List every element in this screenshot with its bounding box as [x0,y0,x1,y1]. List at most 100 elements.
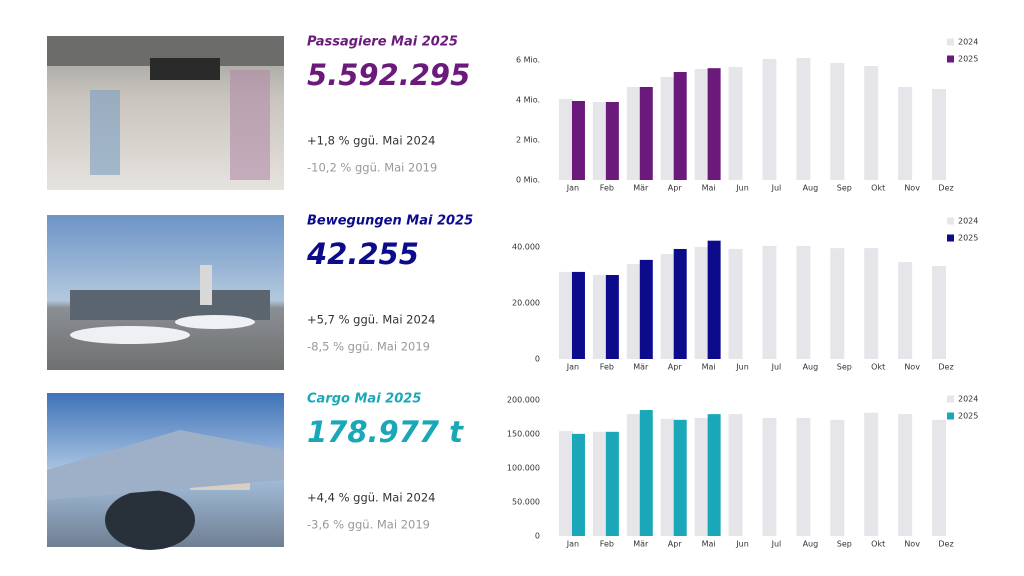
y-tick-label: 4 Mio. [516,96,540,105]
y-tick-label: 6 Mio. [516,56,540,65]
comparison: +5,7 % ggü. Mai 2024 [307,313,435,327]
x-tick-label: Aug [803,363,819,372]
bar [639,87,653,180]
x-tick-label: Jan [566,363,579,372]
x-tick-label: Feb [600,184,614,193]
legend-swatch [947,395,954,403]
x-tick-label: Dez [938,363,953,372]
panel-title: Passagiere Mai 2025 [307,35,458,50]
photo-cargo [47,393,284,550]
x-tick-label: Mär [633,184,649,193]
bar [639,259,653,359]
bar [558,271,573,359]
x-tick-label: Okt [871,363,885,372]
legend-label: 2024 [958,395,978,404]
legend-swatch [947,234,954,242]
bar [932,89,947,180]
bar [830,248,845,359]
x-tick-label: Jun [735,540,749,549]
bar [626,414,641,536]
x-tick-label: Jun [735,184,749,193]
bar [796,58,811,180]
bar [571,271,585,359]
bar [639,410,653,536]
x-tick-label: Mai [702,363,716,372]
x-tick-label: Apr [668,540,683,549]
bar [673,248,687,359]
bar [694,247,709,359]
legend-label: 2024 [958,38,978,47]
bar [796,245,811,359]
x-tick-label: Sep [837,184,852,193]
y-tick-label: 20.000 [512,299,540,308]
x-tick-label: Sep [837,363,852,372]
bar [660,418,675,536]
bar [707,240,721,359]
x-tick-label: Feb [600,540,614,549]
bar [673,72,687,180]
x-tick-label: Apr [668,363,683,372]
bar [864,66,879,180]
x-tick-label: Jun [735,363,749,372]
bar [898,262,913,359]
bar [762,417,777,536]
bar [707,68,721,180]
bar [660,77,675,180]
x-tick-label: Jul [771,540,782,549]
bar [898,414,913,536]
y-tick-label: 2 Mio. [516,136,540,145]
comparison: +1,8 % ggü. Mai 2024 [307,134,435,148]
x-tick-label: Mai [702,540,716,549]
bar [762,59,777,180]
x-tick-label: Okt [871,184,885,193]
panel-title: Cargo Mai 2025 [307,392,421,407]
x-tick-label: Jan [566,540,579,549]
bar [728,67,743,180]
bar [605,275,619,359]
photo-aircraft [47,215,284,370]
bar [592,275,607,359]
x-tick-label: Aug [803,184,819,193]
bar [605,102,619,180]
y-tick-label: 200.000 [507,395,540,404]
bar [864,412,879,536]
bar [932,266,947,359]
x-tick-label: Mär [633,540,649,549]
bar [558,99,573,180]
bar [571,101,585,180]
y-tick-label: 50.000 [512,497,540,506]
bar [592,102,607,180]
y-tick-label: 0 [535,532,540,541]
bar [830,419,845,536]
comparison: -8,5 % ggü. Mai 2019 [307,340,430,354]
y-tick-label: 150.000 [507,429,540,438]
x-tick-label: Feb [600,363,614,372]
bar [626,87,641,180]
bar [571,433,585,536]
bar [762,245,777,359]
legend-swatch [947,55,954,63]
panel-title: Bewegungen Mai 2025 [307,214,473,229]
x-tick-label: Dez [938,184,953,193]
bar [796,417,811,536]
x-tick-label: Dez [938,540,953,549]
legend-swatch [947,217,954,225]
legend-label: 2025 [958,412,978,421]
legend-swatch [947,38,954,46]
bar [626,264,641,359]
x-tick-label: Okt [871,540,885,549]
bar [728,414,743,536]
x-tick-label: Nov [904,540,920,549]
x-tick-label: Aug [803,540,819,549]
legend-label: 2025 [958,55,978,64]
y-tick-label: 100.000 [507,463,540,472]
bar [592,431,607,536]
bar [830,63,845,180]
y-tick-label: 0 [535,355,540,364]
y-tick-label: 0 Mio. [516,176,540,185]
photo-terminal [47,36,284,190]
bar [898,87,913,180]
legend-label: 2025 [958,234,978,243]
bar [694,69,709,180]
x-tick-label: Sep [837,540,852,549]
